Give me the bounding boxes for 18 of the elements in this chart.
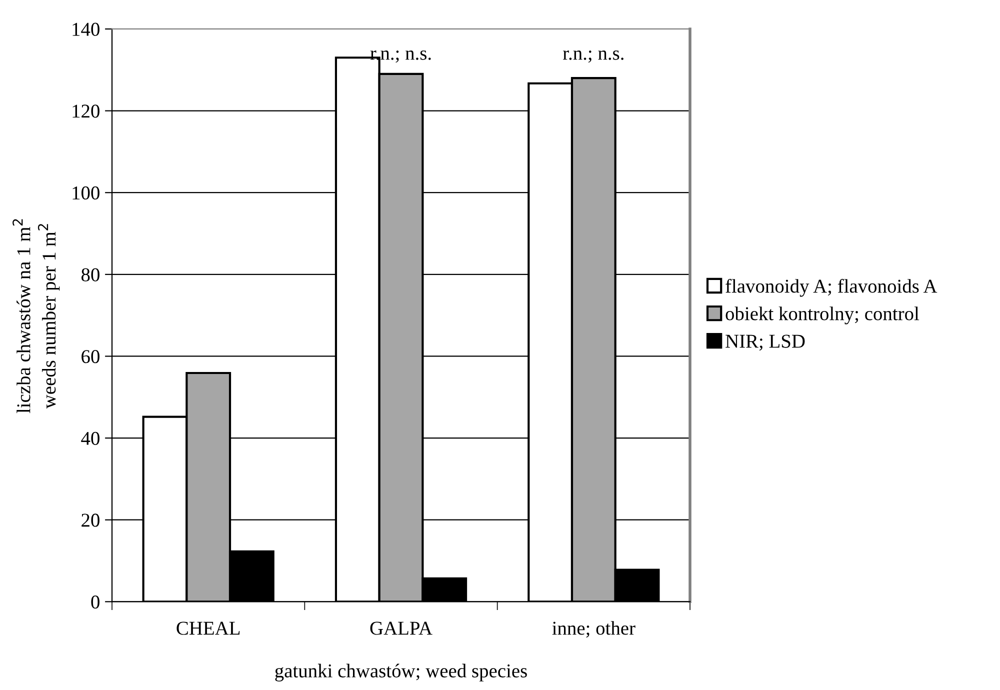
legend-label: flavonoidy A; flavonoids A xyxy=(726,278,938,297)
y-tick-label: 100 xyxy=(72,186,100,200)
y-tick-label: 140 xyxy=(72,22,100,36)
x-tick-label: CHEAL xyxy=(176,622,240,635)
y-tick-label: 80 xyxy=(81,268,100,282)
legend-label: NIR; LSD xyxy=(726,334,805,351)
annotation: r.n.; n.s. xyxy=(370,50,431,63)
y-tick-label: 60 xyxy=(82,350,100,364)
y-tick-label: 0 xyxy=(91,595,100,609)
y-tick-label: 40 xyxy=(81,432,100,445)
y-tick-label: 120 xyxy=(72,104,100,118)
x-tick-label: inne; other xyxy=(552,621,636,638)
y-tick-label: 20 xyxy=(82,514,100,527)
text: liczba chwastów na 1 m$^{2}$ weeds number per 1 m$^{2}$ xyxy=(12,219,60,414)
legend-label: obiekt kontrolny; control xyxy=(726,306,920,324)
x-axis-title: gatunki chwastów; weed species xyxy=(275,664,527,682)
x-tick-label: GALPA xyxy=(370,622,432,635)
annotation: r.n.; n.s. xyxy=(562,50,624,63)
